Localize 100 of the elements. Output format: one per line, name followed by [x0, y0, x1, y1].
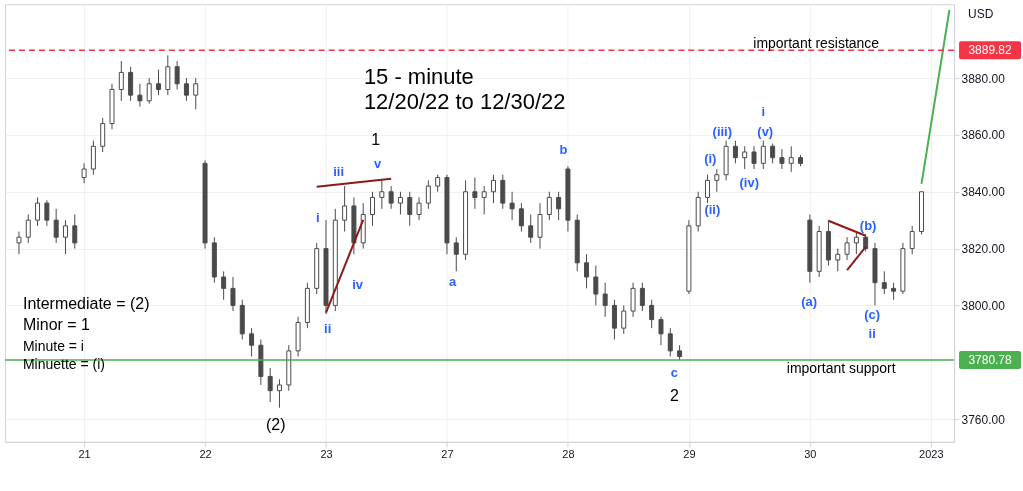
candlestick [221, 270, 227, 301]
candlestick [165, 54, 171, 96]
candlestick [230, 276, 236, 312]
candlestick [621, 304, 627, 335]
candlestick [788, 145, 794, 173]
candlestick [779, 148, 785, 170]
y-tick-label: 3800.00 [961, 298, 1006, 313]
candlestick [742, 145, 748, 170]
annotation: (2) [265, 415, 286, 433]
x-tick-label: 2023 [919, 448, 944, 461]
annotation: 2 [669, 386, 679, 404]
y-tick-label: 3820.00 [961, 242, 1006, 257]
candlestick [472, 177, 478, 210]
candlestick [35, 196, 41, 227]
candlestick [370, 191, 376, 227]
candlestick [658, 316, 664, 346]
annotation: (a) [801, 293, 818, 309]
candlestick [128, 66, 134, 102]
candlestick [146, 77, 152, 105]
candlestick [518, 202, 524, 233]
annotation: v [374, 156, 383, 172]
candlestick [537, 202, 543, 250]
candlestick [584, 253, 590, 289]
candlestick [118, 60, 124, 102]
candlestick [649, 299, 655, 329]
candlestick [714, 168, 720, 193]
candlestick [193, 77, 199, 110]
candlestick [853, 231, 859, 255]
candlestick [602, 282, 608, 318]
annotation: Minor = 1 [22, 315, 91, 333]
y-tick-label: 3760.00 [961, 412, 1006, 427]
candlestick [630, 282, 636, 318]
candlestick [732, 140, 738, 164]
x-tick-label: 27 [441, 448, 454, 461]
candlestick [388, 185, 394, 210]
candlestick [611, 299, 617, 341]
candlestick [667, 327, 673, 358]
annotation: i [315, 210, 320, 226]
annotation: ii [868, 325, 876, 341]
annotation: (c) [864, 306, 881, 322]
x-tick-label: 29 [683, 448, 696, 461]
candlestick [528, 213, 534, 244]
candlestick [490, 174, 496, 204]
candlestick [844, 236, 850, 261]
annotation: i [761, 104, 766, 120]
candlestick [425, 179, 431, 210]
candlestick [174, 60, 180, 90]
candlestick [183, 77, 189, 102]
candlestick [751, 145, 757, 170]
annotation: iv [352, 276, 364, 292]
candlestick [62, 219, 68, 255]
candlestick [407, 191, 413, 227]
annotation: (b) [859, 218, 877, 233]
candlestick [639, 282, 645, 312]
candlestick [509, 191, 515, 221]
candlestick [500, 174, 506, 210]
annotation: Minute = i [22, 337, 84, 354]
annotation: (v) [757, 124, 774, 140]
x-tick-label: 21 [78, 448, 91, 461]
annotation: b [559, 142, 568, 158]
candlestick [770, 142, 776, 164]
candlestick [16, 231, 22, 255]
candlestick [25, 213, 31, 244]
annotation: Intermediate = (2) [22, 294, 150, 312]
candlestick [53, 208, 59, 244]
candlestick [481, 185, 487, 215]
ref-line-label: 3889.82 [968, 43, 1013, 58]
candlestick [760, 140, 766, 170]
annotation: ii [324, 320, 332, 336]
candlestick [379, 179, 385, 210]
annotation: important support [786, 359, 896, 376]
text: 15 - minute [363, 64, 474, 90]
annotation: Minuette = (i) [22, 355, 105, 372]
candlestick [881, 270, 887, 295]
annotation: important resistance [753, 35, 880, 52]
annotation: (iii) [712, 124, 733, 140]
candlestick [276, 378, 282, 409]
candlestick [397, 191, 403, 215]
candlestick [249, 327, 255, 358]
x-tick-label: 22 [199, 448, 212, 461]
candlestick [342, 185, 348, 233]
annotation: iii [333, 164, 345, 180]
candlestick [72, 213, 78, 250]
annotation: (iv) [739, 175, 759, 191]
annotation: (i) [704, 151, 717, 167]
candlestick [835, 248, 841, 272]
candlestick [556, 191, 562, 221]
annotation: (ii) [704, 202, 721, 218]
y-axis-title: USD [968, 7, 994, 22]
x-tick-label: 23 [320, 448, 333, 461]
candlestick [100, 117, 106, 153]
candlestick [546, 191, 552, 221]
candlestick [156, 69, 162, 96]
candlestick [137, 83, 143, 108]
x-tick-label: 28 [562, 448, 575, 461]
candlestick [81, 162, 87, 184]
candlestick [44, 199, 50, 227]
candlestick [267, 367, 273, 403]
annotation: a [448, 273, 457, 289]
annotation: c [670, 364, 678, 380]
